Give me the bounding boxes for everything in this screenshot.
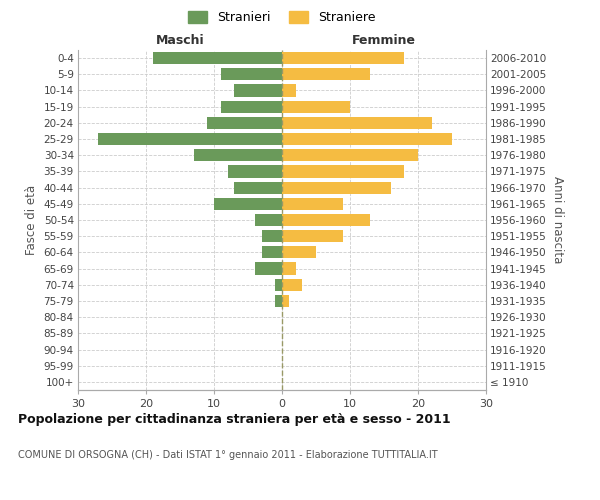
Bar — [221, 68, 282, 80]
Bar — [214, 198, 282, 210]
Bar — [262, 230, 282, 242]
Bar — [282, 117, 431, 129]
Bar — [275, 278, 282, 291]
Y-axis label: Fasce di età: Fasce di età — [25, 185, 38, 255]
Bar — [235, 182, 282, 194]
Text: Popolazione per cittadinanza straniera per età e sesso - 2011: Popolazione per cittadinanza straniera p… — [18, 412, 451, 426]
Bar — [282, 84, 296, 96]
Bar — [235, 84, 282, 96]
Text: Femmine: Femmine — [352, 34, 416, 48]
Bar — [194, 149, 282, 162]
Bar — [282, 182, 391, 194]
Y-axis label: Anni di nascita: Anni di nascita — [551, 176, 563, 264]
Bar — [282, 214, 370, 226]
Bar — [221, 100, 282, 112]
Bar — [282, 262, 296, 274]
Bar — [282, 149, 418, 162]
Bar — [282, 100, 350, 112]
Text: COMUNE DI ORSOGNA (CH) - Dati ISTAT 1° gennaio 2011 - Elaborazione TUTTITALIA.IT: COMUNE DI ORSOGNA (CH) - Dati ISTAT 1° g… — [18, 450, 437, 460]
Bar — [98, 133, 282, 145]
Bar — [282, 246, 316, 258]
Bar — [153, 52, 282, 64]
Bar — [282, 133, 452, 145]
Bar — [207, 117, 282, 129]
Legend: Stranieri, Straniere: Stranieri, Straniere — [184, 6, 380, 29]
Bar — [227, 166, 282, 177]
Text: Maschi: Maschi — [155, 34, 205, 48]
Bar — [282, 52, 404, 64]
Bar — [282, 198, 343, 210]
Bar — [262, 246, 282, 258]
Bar — [282, 68, 370, 80]
Bar — [282, 166, 404, 177]
Bar — [282, 295, 289, 307]
Bar — [275, 295, 282, 307]
Bar — [255, 262, 282, 274]
Bar — [255, 214, 282, 226]
Bar — [282, 278, 302, 291]
Bar — [282, 230, 343, 242]
